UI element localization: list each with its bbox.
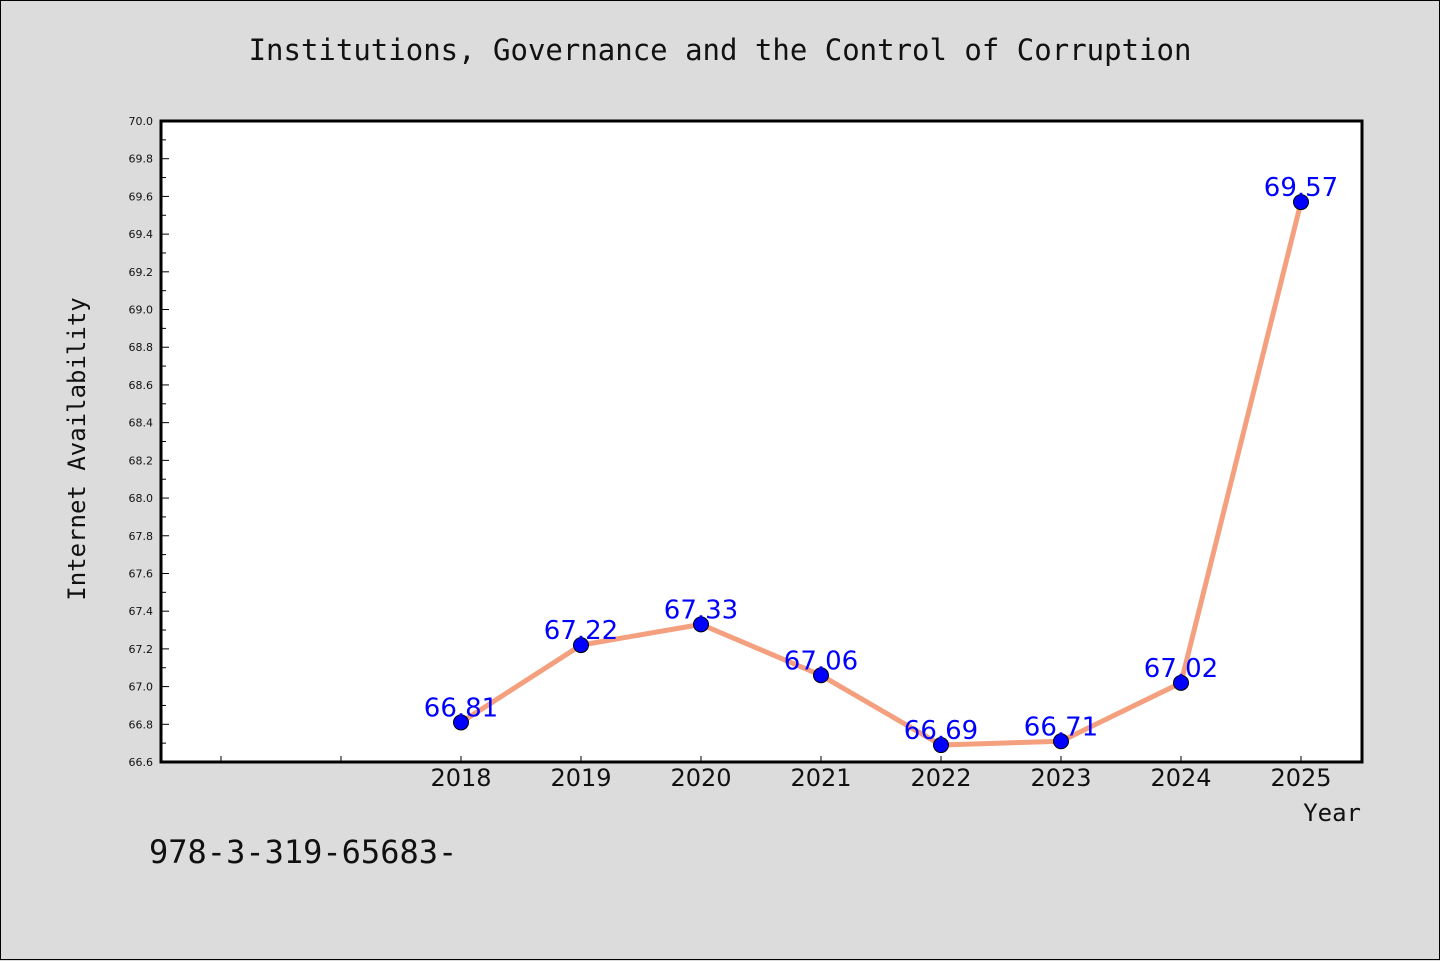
data-point: [453, 714, 469, 731]
data-label: 67.02: [1144, 654, 1218, 684]
y-tick-label: 66.8: [129, 718, 154, 731]
x-tick-label: 2020: [670, 764, 731, 792]
data-label: 67.06: [784, 646, 858, 676]
series-line: [458, 199, 1304, 748]
data-point: [813, 667, 829, 684]
x-tick-label: 2021: [790, 764, 851, 792]
data-point: [1053, 733, 1069, 750]
x-tick-label: 2022: [910, 764, 971, 792]
data-label: 66.69: [904, 716, 978, 746]
y-tick-label: 69.2: [129, 266, 154, 279]
x-tick-label: 2019: [550, 764, 611, 792]
x-tick-label: 2025: [1270, 764, 1331, 792]
data-point: [573, 637, 589, 654]
footnote-identifier: 978-3-319-65683-: [149, 833, 458, 871]
y-tick-label: 69.4: [129, 228, 154, 241]
y-tick-label: 69.8: [129, 153, 154, 166]
data-label: 66.71: [1024, 712, 1098, 742]
x-tick-label: 2018: [430, 764, 491, 792]
y-tick-label: 68.0: [129, 492, 154, 505]
y-tick-label: 69.0: [129, 304, 154, 317]
y-tick-label: 68.2: [129, 454, 154, 467]
y-tick-label: 68.4: [129, 417, 154, 430]
plot-area: [159, 119, 1364, 764]
x-tick-label: 2024: [1150, 764, 1211, 792]
y-tick-label: 68.8: [129, 341, 154, 354]
y-tick-label: 66.6: [129, 756, 154, 769]
x-axis-label: Year: [1303, 799, 1361, 827]
data-label: 67.22: [544, 616, 618, 646]
data-label: 67.33: [664, 595, 738, 625]
y-tick-label: 67.0: [129, 681, 154, 694]
data-point: [693, 616, 709, 633]
y-tick-label: 68.6: [129, 379, 154, 392]
chart-title: Institutions, Governance and the Control…: [248, 33, 1192, 67]
y-axis-label: Internet Availability: [63, 297, 91, 600]
y-tick-label: 67.4: [129, 605, 154, 618]
x-tick-label: 2023: [1030, 764, 1091, 792]
y-tick-label: 69.6: [129, 190, 154, 203]
y-tick-label: 67.2: [129, 643, 154, 656]
y-axis: 66.6 66.8 67.0 67.2 67.4 67.6 67.8 68.0 68.2 68.4…: [129, 115, 169, 769]
x-axis: 2018 2019 2020 2021 2022 2023 2024 2025: [220, 756, 1332, 792]
data-point: [1293, 194, 1309, 211]
y-tick-label: 67.6: [129, 567, 154, 580]
series-layer: 66.81 67.22 67.33 67.06 66.69 66.71 67.02 69.57: [424, 173, 1338, 754]
data-label: 66.81: [424, 693, 498, 723]
data-point: [1173, 674, 1189, 691]
data-point: [933, 737, 949, 754]
y-tick-label: 67.8: [129, 530, 154, 543]
data-label: 69.57: [1264, 173, 1338, 203]
y-tick-label: 70.0: [129, 115, 154, 128]
